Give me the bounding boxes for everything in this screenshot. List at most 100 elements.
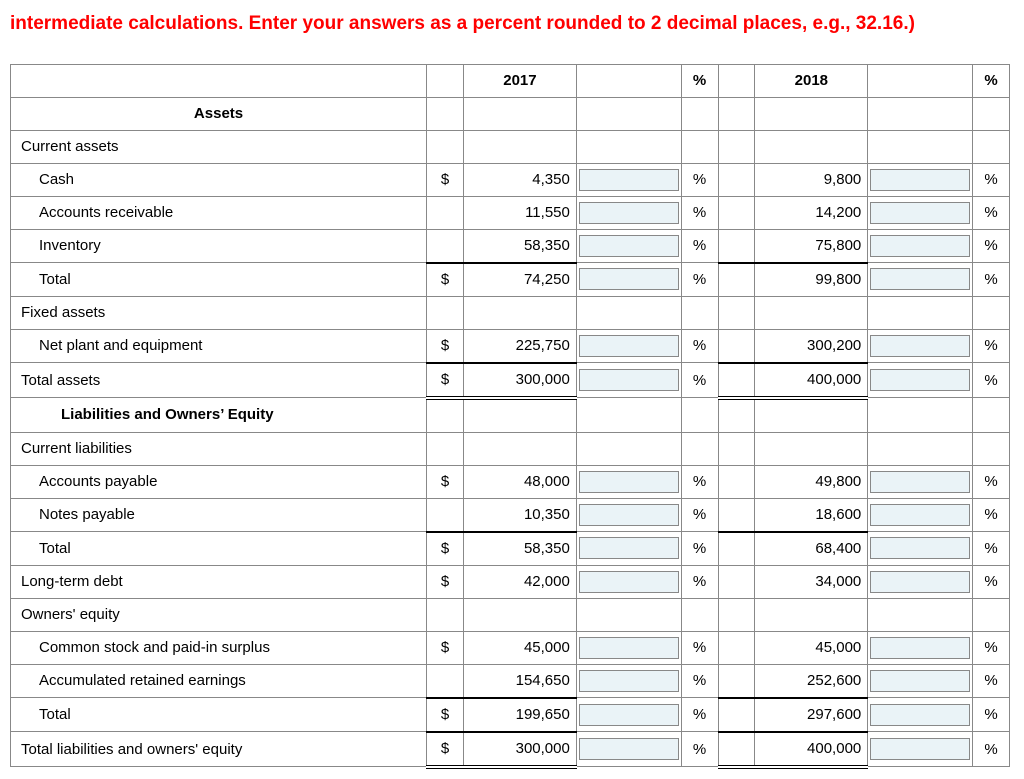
re-row: Accumulated retained earnings 154,650 % … — [11, 664, 1010, 698]
cash-dollar-2017: $ — [427, 163, 464, 196]
ap-pct-input-2017[interactable] — [579, 471, 679, 493]
oe-row: Owners' equity — [11, 598, 1010, 631]
year1-header: 2017 — [464, 64, 577, 97]
ca-total-pct-input-2018[interactable] — [870, 268, 970, 290]
liab-section-header: Liabilities and Owners’ Equity — [11, 398, 1010, 433]
cs-pct-input-2018[interactable] — [870, 637, 970, 659]
total-le-2017: 300,000 — [464, 732, 577, 767]
ar-value-2017: 11,550 — [464, 196, 577, 229]
total-assets-2017: 300,000 — [464, 363, 577, 398]
cash-pct-sym-2018: % — [972, 163, 1009, 196]
assets-section-header: Assets — [11, 97, 1010, 130]
instruction-text: intermediate calculations. Enter your an… — [10, 10, 1014, 39]
cs-row: Common stock and paid-in surplus $ 45,00… — [11, 631, 1010, 664]
ltd-value-2017: 42,000 — [464, 565, 577, 598]
total-le-row: Total liabilities and owners' equity $ 3… — [11, 732, 1010, 767]
total-assets-pct-input-2017[interactable] — [579, 369, 679, 391]
cl-total-pct-input-2017[interactable] — [579, 537, 679, 559]
cash-value-2018: 9,800 — [755, 163, 868, 196]
inv-value-2017: 58,350 — [464, 229, 577, 263]
total-assets-row: Total assets $ 300,000 % 400,000 % — [11, 363, 1010, 398]
inv-row: Inventory 58,350 % 75,800 % — [11, 229, 1010, 263]
ca-total-2017: 74,250 — [464, 263, 577, 297]
cl-total-2018: 68,400 — [755, 532, 868, 566]
cash-pct-input-2018[interactable] — [870, 169, 970, 191]
inv-pct-input-2018[interactable] — [870, 235, 970, 257]
pct-header-1: % — [681, 64, 718, 97]
current-assets-row: Current assets — [11, 130, 1010, 163]
np-value-2017: 10,350 — [464, 498, 577, 532]
oe-total-2017: 199,650 — [464, 698, 577, 732]
ppe-value-2017: 225,750 — [464, 329, 577, 363]
oe-total-row: Total $ 199,650 % 297,600 % — [11, 698, 1010, 732]
ca-total-2018: 99,800 — [755, 263, 868, 297]
cs-value-2017: 45,000 — [464, 631, 577, 664]
total-le-2018: 400,000 — [755, 732, 868, 767]
oe-total-pct-input-2017[interactable] — [579, 704, 679, 726]
liab-hdr-label: Liabilities and Owners’ Equity — [11, 398, 427, 433]
ar-value-2018: 14,200 — [755, 196, 868, 229]
cl-total-row: Total $ 58,350 % 68,400 % — [11, 532, 1010, 566]
ppe-pct-input-2017[interactable] — [579, 335, 679, 357]
assets-hdr-label: Assets — [11, 97, 427, 130]
oe-total-pct-input-2018[interactable] — [870, 704, 970, 726]
current-assets-label: Current assets — [11, 130, 427, 163]
np-pct-input-2017[interactable] — [579, 504, 679, 526]
inv-value-2018: 75,800 — [755, 229, 868, 263]
ar-pct-input-2018[interactable] — [870, 202, 970, 224]
ar-label: Accounts receivable — [11, 196, 427, 229]
cl-total-pct-input-2018[interactable] — [870, 537, 970, 559]
cash-pct-input-2017[interactable] — [579, 169, 679, 191]
ap-value-2018: 49,800 — [755, 465, 868, 498]
ca-total-label: Total — [11, 263, 427, 297]
cash-dollar-2018 — [718, 163, 755, 196]
fixed-assets-row: Fixed assets — [11, 296, 1010, 329]
total-le-label: Total liabilities and owners' equity — [11, 732, 427, 767]
ppe-pct-input-2018[interactable] — [870, 335, 970, 357]
ltd-pct-input-2017[interactable] — [579, 571, 679, 593]
inv-pct-input-2017[interactable] — [579, 235, 679, 257]
np-pct-input-2018[interactable] — [870, 504, 970, 526]
ap-value-2017: 48,000 — [464, 465, 577, 498]
cs-pct-input-2017[interactable] — [579, 637, 679, 659]
ap-label: Accounts payable — [11, 465, 427, 498]
cl-total-2017: 58,350 — [464, 532, 577, 566]
re-pct-input-2018[interactable] — [870, 670, 970, 692]
current-liab-label: Current liabilities — [11, 432, 427, 465]
cash-row: Cash $ 4,350 % 9,800 % — [11, 163, 1010, 196]
re-pct-input-2017[interactable] — [579, 670, 679, 692]
ltd-value-2018: 34,000 — [755, 565, 868, 598]
re-label: Accumulated retained earnings — [11, 664, 427, 698]
np-value-2018: 18,600 — [755, 498, 868, 532]
total-le-pct-input-2017[interactable] — [579, 738, 679, 760]
cs-value-2018: 45,000 — [755, 631, 868, 664]
header-row: 2017 % 2018 % — [11, 64, 1010, 97]
ppe-label: Net plant and equipment — [11, 329, 427, 363]
cs-label: Common stock and paid-in surplus — [11, 631, 427, 664]
total-le-pct-input-2018[interactable] — [870, 738, 970, 760]
cash-value-2017: 4,350 — [464, 163, 577, 196]
fixed-assets-label: Fixed assets — [11, 296, 427, 329]
ltd-row: Long-term debt $ 42,000 % 34,000 % — [11, 565, 1010, 598]
ltd-label: Long-term debt — [11, 565, 427, 598]
ca-total-row: Total $ 74,250 % 99,800 % — [11, 263, 1010, 297]
total-assets-2018: 400,000 — [755, 363, 868, 398]
ltd-pct-input-2018[interactable] — [870, 571, 970, 593]
ar-pct-input-2017[interactable] — [579, 202, 679, 224]
ca-total-pct-input-2017[interactable] — [579, 268, 679, 290]
oe-label: Owners' equity — [11, 598, 427, 631]
cash-pct-sym-2017: % — [681, 163, 718, 196]
current-liab-row: Current liabilities — [11, 432, 1010, 465]
total-assets-label: Total assets — [11, 363, 427, 398]
np-label: Notes payable — [11, 498, 427, 532]
ppe-value-2018: 300,200 — [755, 329, 868, 363]
inv-label: Inventory — [11, 229, 427, 263]
cl-total-label: Total — [11, 532, 427, 566]
re-value-2017: 154,650 — [464, 664, 577, 698]
np-row: Notes payable 10,350 % 18,600 % — [11, 498, 1010, 532]
oe-total-2018: 297,600 — [755, 698, 868, 732]
ap-pct-input-2018[interactable] — [870, 471, 970, 493]
ppe-row: Net plant and equipment $ 225,750 % 300,… — [11, 329, 1010, 363]
ap-row: Accounts payable $ 48,000 % 49,800 % — [11, 465, 1010, 498]
total-assets-pct-input-2018[interactable] — [870, 369, 970, 391]
